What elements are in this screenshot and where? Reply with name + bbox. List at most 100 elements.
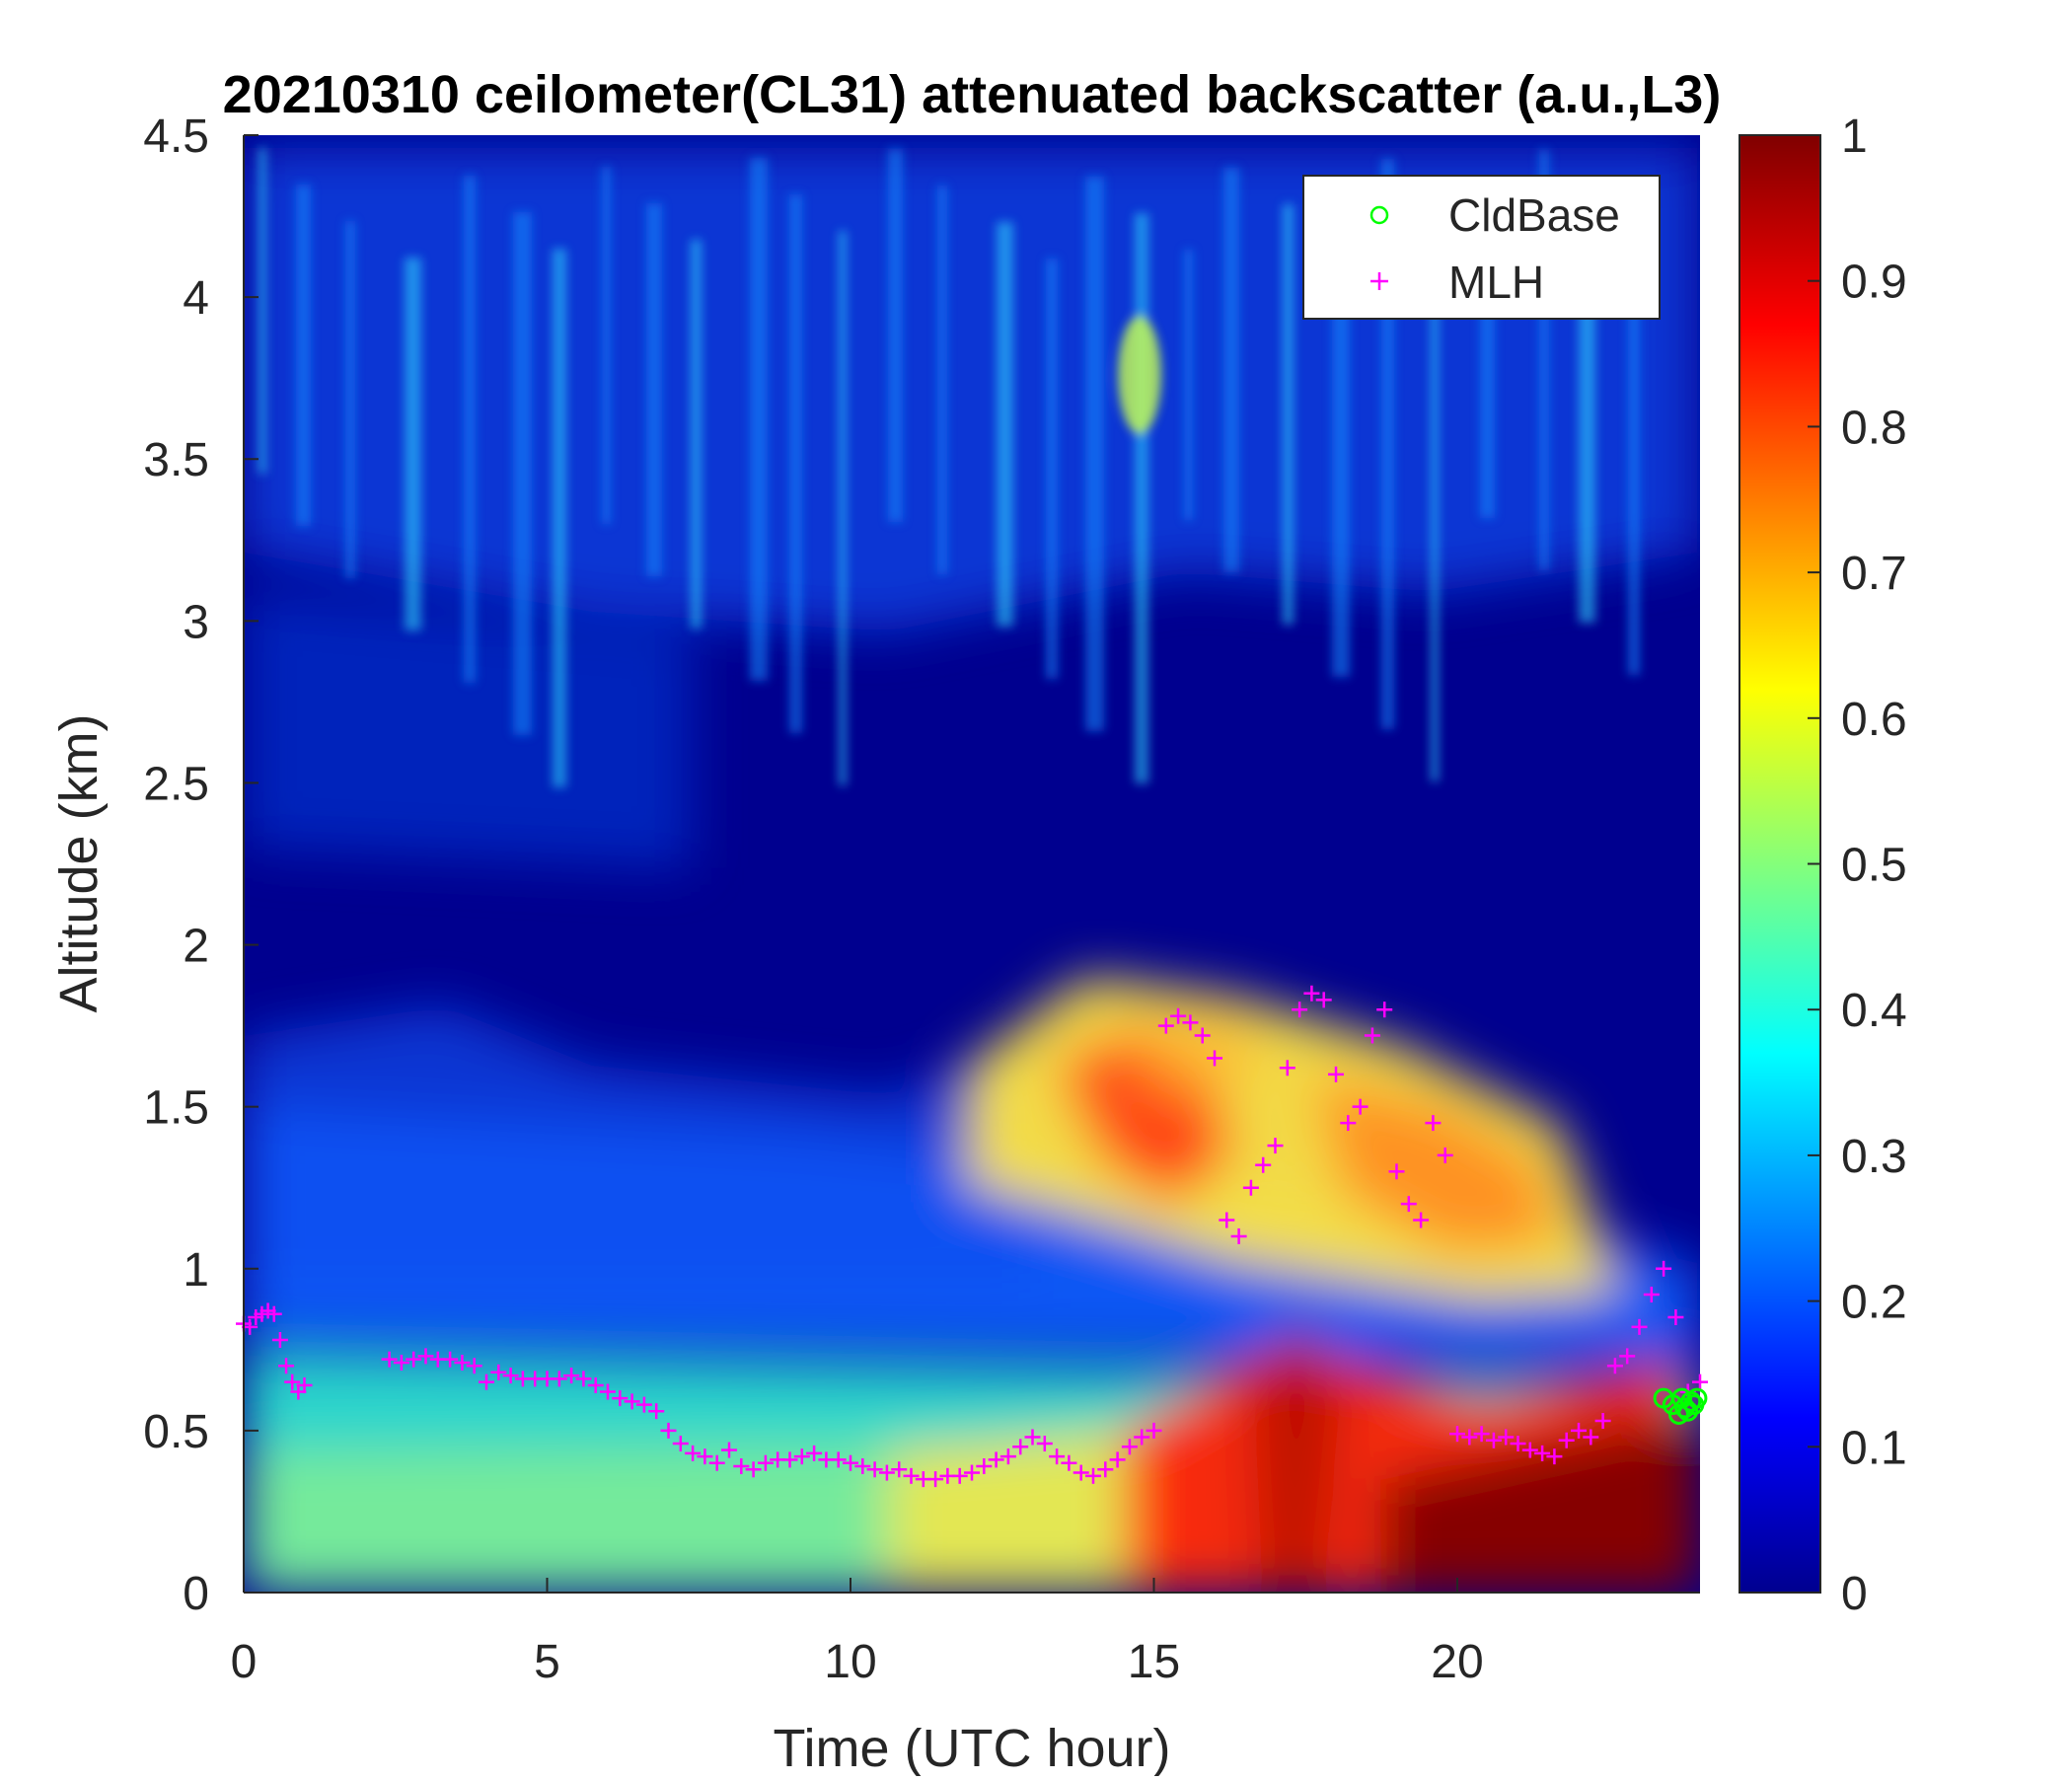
aerosol-streak <box>1283 204 1294 625</box>
mlh-point <box>381 1351 398 1368</box>
mlh-point <box>866 1461 883 1478</box>
mlh-series <box>236 985 1708 1488</box>
legend-cldbase-label: CldBase <box>1448 189 1620 241</box>
aerosol-streak <box>553 249 566 787</box>
mlh-point <box>1157 1017 1174 1034</box>
colorbar-tick-label: 0.5 <box>1841 840 1907 892</box>
mlh-point <box>466 1358 482 1374</box>
mlh-point <box>563 1368 580 1384</box>
legend-box <box>1302 175 1661 320</box>
y-tick-label: 0 <box>183 1568 209 1620</box>
aerosol-streak <box>1539 150 1549 570</box>
mlh-point <box>927 1471 944 1488</box>
mlh-point <box>612 1390 629 1407</box>
legend-mlh-label: MLH <box>1448 257 1544 308</box>
mlh-point <box>1510 1436 1526 1452</box>
y-tick-label: 1.5 <box>143 1082 209 1135</box>
mlh-point <box>1134 1429 1150 1446</box>
mlh-point <box>1449 1426 1465 1443</box>
mlh-point <box>697 1448 713 1465</box>
mlh-point <box>1485 1432 1502 1448</box>
aerosol-streak <box>405 258 421 631</box>
mlh-point <box>843 1454 858 1471</box>
aerosol-streak <box>646 203 662 576</box>
mlh-point <box>1498 1429 1515 1446</box>
mlh-point <box>745 1461 762 1478</box>
mlh-point <box>1594 1413 1611 1430</box>
mlh-point <box>1400 1196 1417 1213</box>
aerosol-streak <box>691 240 702 629</box>
aerosol-streak <box>750 158 768 681</box>
aerosol-streak <box>1135 213 1148 783</box>
mlh-point <box>1085 1467 1101 1484</box>
legend: CldBase MLH <box>1302 175 1661 320</box>
aerosol-streak <box>1184 250 1193 520</box>
mlh-point <box>733 1457 750 1474</box>
y-tick-label: 2.5 <box>143 758 209 810</box>
cldbase-point <box>1686 1387 1708 1409</box>
mlh-point <box>1340 1115 1357 1132</box>
aerosol-streak <box>345 221 355 578</box>
mlh-point <box>624 1393 640 1410</box>
mlh-point <box>278 1358 295 1374</box>
y-tick-label: 0.5 <box>143 1406 209 1458</box>
mlh-point <box>781 1451 798 1468</box>
mlh-point <box>1643 1287 1660 1303</box>
mlh-point <box>490 1364 507 1380</box>
y-axis-ticks: 0 0.5 1 1.5 2 2.5 3 3.5 4 4.5 <box>143 111 259 1620</box>
x-tick-label: 0 <box>231 1636 258 1688</box>
mlh-point <box>1219 1212 1235 1228</box>
mlh-point <box>442 1351 459 1368</box>
mlh-point <box>502 1368 519 1384</box>
colorbar-tick-label: 0.1 <box>1841 1422 1907 1474</box>
mlh-point <box>1182 1014 1199 1031</box>
mlh-point <box>600 1383 616 1400</box>
mlh-point <box>1146 1422 1162 1439</box>
mlh-point <box>1606 1358 1623 1374</box>
mlh-point <box>575 1371 592 1387</box>
y-tick-label: 3.5 <box>143 434 209 486</box>
mlh-point <box>672 1436 689 1452</box>
mlh-point <box>903 1467 920 1484</box>
mlh-point <box>757 1454 774 1471</box>
x-axis-label: Time (UTC hour) <box>773 1719 1170 1776</box>
mlh-point <box>891 1461 908 1478</box>
x-tick-label: 20 <box>1431 1636 1483 1688</box>
mlh-point <box>964 1464 980 1481</box>
y-tick-label: 2 <box>183 921 209 973</box>
mlh-point <box>854 1457 871 1474</box>
mlh-point <box>1073 1464 1089 1481</box>
mlh-point <box>1631 1318 1648 1335</box>
mlh-point <box>806 1445 823 1461</box>
mlh-point <box>1534 1445 1551 1461</box>
aerosol-streak <box>937 186 947 574</box>
aerosol-streak <box>1332 241 1350 677</box>
mlh-point <box>951 1467 968 1484</box>
mlh-point <box>551 1371 567 1387</box>
mlh-point <box>1024 1429 1041 1446</box>
mlh-point <box>1328 1066 1344 1082</box>
colorbar-tick-label: 0 <box>1841 1568 1868 1620</box>
mlh-point <box>1242 1179 1259 1196</box>
colorbar-tick-label: 0.3 <box>1841 1131 1907 1183</box>
legend-cldbase-marker-icon <box>1369 205 1389 225</box>
mlh-point <box>1292 1002 1308 1018</box>
mlh-point <box>1583 1429 1599 1446</box>
y-tick-label: 1 <box>183 1244 209 1297</box>
aerosol-streak <box>1046 259 1058 679</box>
mlh-point <box>1049 1448 1066 1465</box>
mlh-point <box>1279 1060 1295 1076</box>
mlh-point <box>976 1457 993 1474</box>
mlh-point <box>1461 1429 1478 1446</box>
colorbar-tick-label: 1 <box>1841 111 1868 163</box>
aerosol-streak <box>888 149 903 522</box>
colorbar: 0 0.1 0.2 0.3 0.4 0.5 0.6 0.7 0.8 0.9 1 <box>1739 111 1907 1620</box>
mlh-point <box>648 1403 665 1420</box>
mlh-point <box>1376 1002 1393 1018</box>
mlh-point <box>721 1442 737 1458</box>
aerosol-streak <box>513 212 532 735</box>
mlh-point <box>1267 1138 1284 1154</box>
mlh-point <box>1413 1212 1430 1228</box>
